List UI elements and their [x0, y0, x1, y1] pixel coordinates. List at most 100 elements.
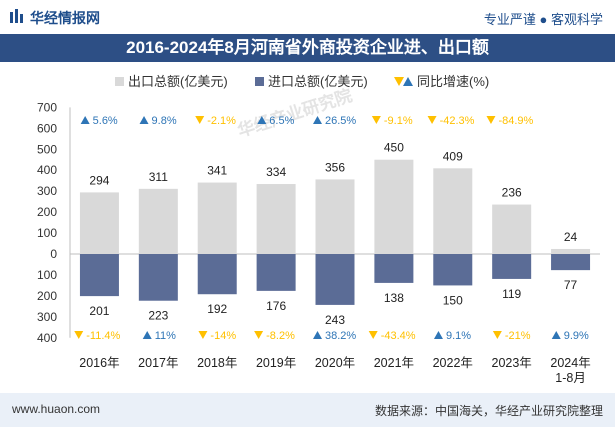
growth-label-import-down-icon	[492, 331, 502, 339]
growth-label-export-text: -2.1%	[207, 115, 236, 127]
growth-label-export-down-icon	[371, 116, 381, 124]
x-tick-label: 2020年	[315, 356, 355, 370]
growth-label-export: 5.6%	[80, 115, 118, 127]
growth-label-export-text: 6.5%	[269, 115, 294, 127]
growth-label-export-text: 5.6%	[93, 115, 118, 127]
x-tick-label: 2016年	[79, 356, 119, 370]
logo-icon	[10, 9, 23, 23]
x-tick-label: 2021年	[374, 356, 414, 370]
website-link[interactable]: www.huaon.com	[12, 402, 101, 416]
data-label-export: 356	[325, 160, 345, 174]
y-tick-label: 200	[37, 289, 57, 303]
growth-label-export-up-icon	[313, 116, 322, 124]
growth-label-export-text: 9.8%	[152, 115, 177, 127]
growth-label-import: -14%	[198, 330, 236, 342]
growth-label-import-text: -43.4%	[381, 330, 416, 342]
growth-label-import: 9.1%	[433, 330, 471, 342]
legend-label-export: 出口总额(亿美元)	[128, 74, 228, 89]
growth-label-import-text: 11%	[155, 330, 176, 342]
legend-label-growth: 同比增速(%)	[417, 74, 489, 89]
y-tick-label: 200	[37, 205, 57, 219]
watermark: 华经产业研究院	[235, 85, 354, 141]
data-label-import: 77	[564, 278, 578, 292]
data-label-export: 341	[207, 164, 227, 178]
x-tick-label: 2019年	[256, 356, 296, 370]
growth-label-import-text: 9.1%	[446, 330, 471, 342]
y-tick-label: 0	[50, 247, 57, 261]
data-label-export: 311	[149, 170, 168, 184]
growth-label-export-up-icon	[80, 116, 90, 124]
x-tick-label: 2018年	[197, 356, 237, 370]
growth-label-export: 9.8%	[139, 115, 177, 127]
data-label-export: 409	[443, 149, 463, 163]
growth-label-import-up-icon	[142, 331, 152, 339]
growth-label-import-up-icon	[313, 331, 322, 339]
growth-label-import-down-icon	[74, 331, 84, 339]
growth-label-export-down-icon	[195, 116, 205, 124]
top-bar: 华经情报网 专业严谨 ● 客观科学	[0, 0, 615, 34]
growth-label-import: 9.9%	[551, 330, 589, 342]
y-tick-label: 300	[37, 184, 57, 198]
data-label-export: 294	[89, 173, 109, 187]
data-label-import: 176	[266, 299, 286, 313]
growth-label-import-up-icon	[433, 331, 443, 339]
data-label-import: 119	[502, 287, 521, 301]
growth-label-export: 6.5%	[257, 115, 295, 127]
growth-label-export-down-icon	[427, 116, 437, 124]
bar-export	[138, 188, 178, 254]
growth-label-export-up-icon	[139, 116, 149, 124]
y-tick-label: 400	[37, 163, 57, 177]
bar-import	[138, 254, 178, 301]
growth-label-export-text: -9.1%	[384, 115, 413, 127]
brand-name: 华经情报网	[30, 10, 100, 26]
growth-label-import-text: -14%	[210, 330, 236, 342]
growth-label-import-text: -8.2%	[266, 330, 295, 342]
growth-label-export-text: -42.3%	[440, 115, 475, 127]
growth-label-export: -9.1%	[371, 115, 413, 127]
slogan: 专业严谨 ● 客观科学	[483, 12, 603, 27]
legend-label-import: 进口总额(亿美元)	[268, 74, 368, 89]
data-label-export: 24	[564, 230, 578, 244]
growth-label-import-up-icon	[551, 331, 561, 339]
legend-swatch-import	[255, 77, 264, 86]
growth-label-import-down-icon	[254, 331, 264, 339]
bar-export	[197, 182, 237, 254]
growth-label-export: 26.5%	[313, 115, 356, 127]
bar-import	[492, 254, 532, 279]
growth-label-export-text: -84.9%	[498, 115, 533, 127]
legend-marker-down	[394, 77, 404, 86]
data-label-export: 334	[266, 165, 286, 179]
data-label-export: 236	[502, 186, 522, 200]
bar-export	[551, 248, 591, 254]
data-label-import: 243	[325, 313, 345, 327]
chart-title: 2016-2024年8月河南省外商投资企业进、出口额	[126, 38, 489, 57]
data-label-export: 450	[384, 141, 404, 155]
data-label-import: 223	[148, 309, 168, 323]
title-bar: 2016-2024年8月河南省外商投资企业进、出口额	[0, 34, 615, 62]
data-label-import: 138	[384, 291, 404, 305]
bar-export	[315, 179, 355, 254]
x-tick-label: 2022年	[433, 356, 473, 370]
bar-import	[315, 254, 355, 305]
growth-label-import-text: -11.4%	[86, 330, 120, 342]
chart-area: 出口总额(亿美元) 进口总额(亿美元) 同比增速(%) 700 600 500 400 300…	[37, 74, 600, 385]
x-tick-label: 2017年	[138, 356, 178, 370]
y-tick-label: 100	[37, 268, 57, 282]
growth-label-import-text: -21%	[505, 330, 531, 342]
bar-import	[551, 254, 591, 271]
legend-marker-up	[403, 77, 413, 86]
growth-label-import: 38.2%	[313, 330, 356, 342]
y-tick-label: 500	[37, 142, 57, 156]
growth-label-export-text: 26.5%	[325, 115, 356, 127]
growth-label-import: -43.4%	[368, 330, 416, 342]
growth-label-import-text: 9.9%	[564, 330, 589, 342]
bar-import	[433, 254, 473, 286]
bar-import	[256, 254, 296, 291]
bar-export	[374, 159, 414, 254]
growth-label-import-down-icon	[198, 331, 208, 339]
bar-import	[197, 254, 237, 295]
bar-export	[433, 168, 473, 254]
growth-label-import-text: 38.2%	[325, 330, 356, 342]
x-tick-label: 2024年	[550, 356, 590, 370]
bar-import	[374, 254, 414, 283]
